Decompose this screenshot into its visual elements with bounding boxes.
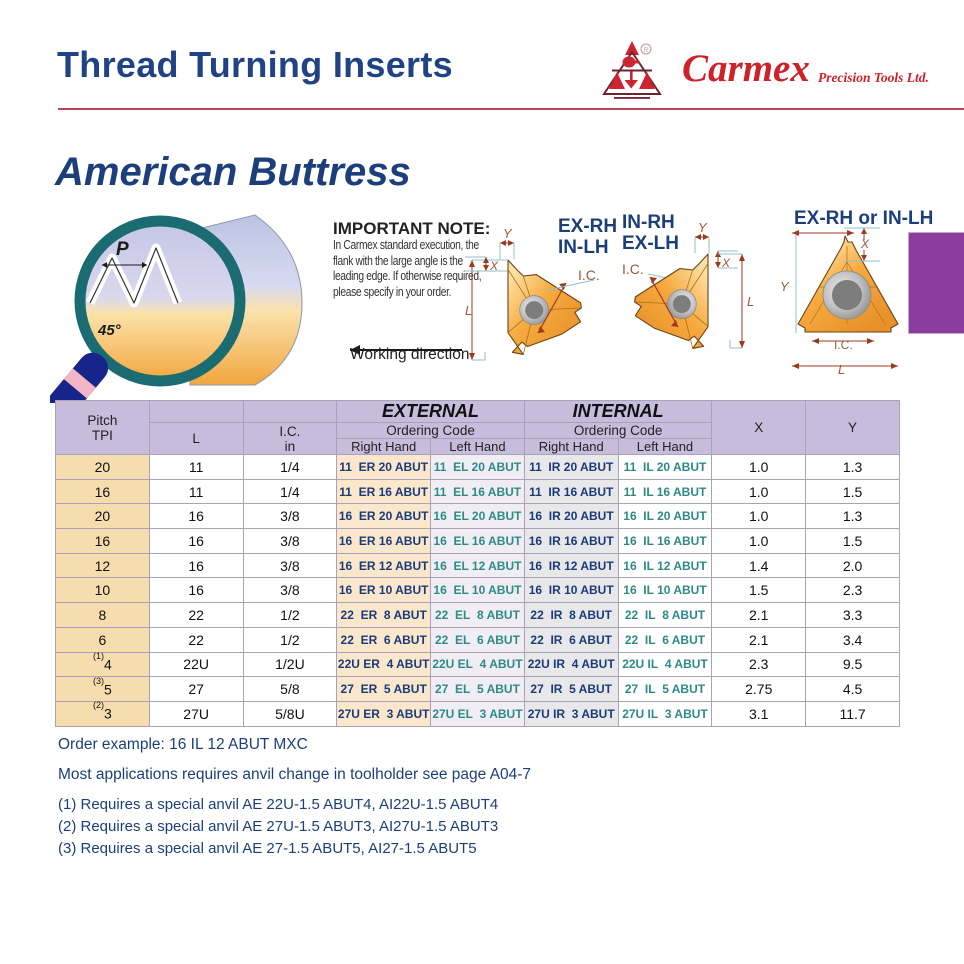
svg-text:P: P [116,239,129,260]
svg-text:Y: Y [698,220,708,235]
svg-text:L: L [838,362,845,377]
svg-text:Y: Y [780,279,790,294]
svg-text:45°: 45° [97,322,122,339]
svg-text:L: L [465,303,472,318]
svg-text:L: L [747,294,754,309]
svg-text:Y: Y [503,226,513,241]
svg-text:R: R [644,48,649,54]
svg-text:X: X [860,237,870,251]
svg-text:I.C.: I.C. [834,338,853,352]
